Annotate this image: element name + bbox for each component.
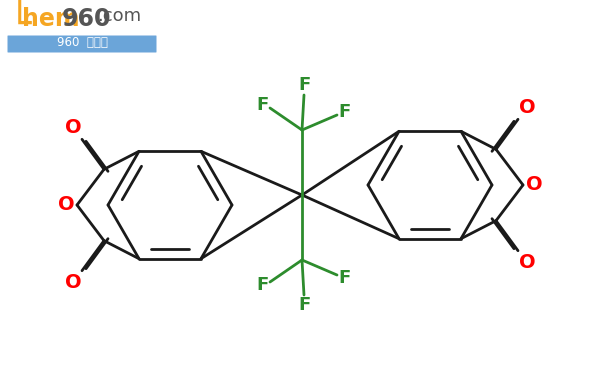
Text: O: O [65,273,81,292]
Text: F: F [339,103,351,121]
Text: O: O [57,195,74,214]
Text: └: └ [8,6,31,44]
Text: F: F [339,269,351,287]
Text: 960: 960 [62,7,111,31]
Text: .com: .com [97,7,141,25]
Text: hem: hem [22,7,80,31]
Text: O: O [518,98,535,117]
Text: 960  化工网: 960 化工网 [56,36,108,50]
Text: F: F [256,96,268,114]
Text: F: F [256,276,268,294]
Text: O: O [526,176,542,195]
Text: F: F [298,76,310,94]
Text: F: F [298,296,310,314]
FancyBboxPatch shape [7,36,157,52]
Text: O: O [65,118,81,137]
Text: O: O [518,253,535,272]
